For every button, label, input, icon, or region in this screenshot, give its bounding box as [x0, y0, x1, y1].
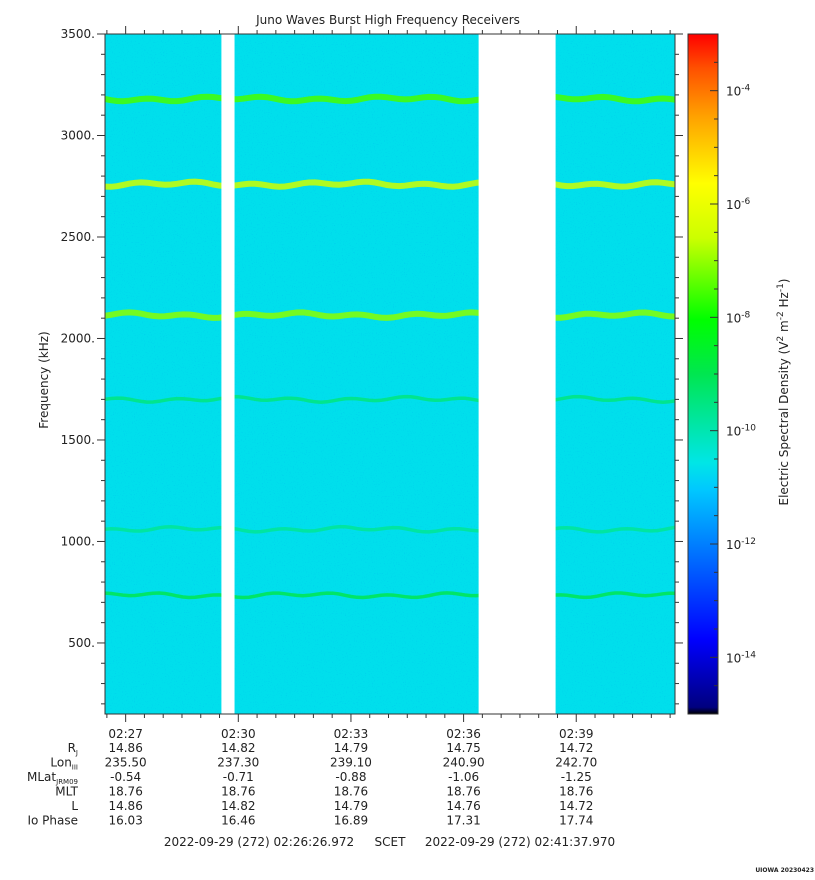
- ephemeris-value: 14.72: [559, 741, 593, 755]
- time-range-scet: SCET: [375, 835, 407, 849]
- ephemeris-value: 237.30: [217, 756, 259, 770]
- y-axis-label: Frequency (kHz): [37, 331, 51, 428]
- ephemeris-value: 17.31: [446, 814, 480, 828]
- x-tick-label: 02:36: [446, 727, 481, 741]
- ephemeris-label: L: [71, 799, 78, 813]
- colorbar-tick-label: 10-12: [726, 537, 756, 552]
- colorbar-label: Electric Spectral Density (V2 m-2 Hz-1): [776, 278, 791, 505]
- ephemeris-value: 14.86: [108, 741, 142, 755]
- ephemeris-value: 14.82: [221, 741, 255, 755]
- ephemeris-value: 16.46: [221, 814, 255, 828]
- spectrogram-plot-area: [104, 33, 676, 715]
- spectrogram-noise: [105, 34, 675, 714]
- colorbar-tick-label: 10-10: [726, 424, 756, 439]
- ephemeris-value: -1.25: [561, 770, 592, 784]
- y-tick-label: 1000.: [61, 534, 95, 548]
- emission-band-1700: [104, 394, 676, 404]
- ephemeris-value: 240.90: [443, 756, 485, 770]
- frequency-axis: 500. 1000. 1500. 2000. 2500. 3000. 3500.: [61, 27, 683, 705]
- ephemeris-value: 14.75: [446, 741, 480, 755]
- x-tick-label: 02:30: [221, 727, 256, 741]
- ephemeris-label: MLT: [55, 785, 78, 799]
- time-range-start: 2022-09-29 (272) 02:26:26.972: [164, 835, 354, 849]
- y-tick-label: 500.: [68, 636, 95, 650]
- ephemeris-value: 18.76: [221, 785, 255, 799]
- ephemeris-value: 14.86: [108, 799, 142, 813]
- ephemeris-label: RJ: [68, 741, 78, 757]
- ephemeris-value: 18.76: [108, 785, 142, 799]
- colorbar-tick-label: 10-14: [726, 650, 756, 665]
- ephemeris-table: RJ 14.86 14.82 14.79 14.75 14.72 LonIII 235.50 2…: [27, 741, 597, 828]
- ephemeris-value: 14.79: [334, 741, 368, 755]
- ephemeris-value: 18.76: [334, 785, 368, 799]
- emission-band-3180: [104, 93, 676, 105]
- x-tick-label: 02:33: [334, 727, 369, 741]
- colorbar-tick-label: 10-4: [726, 84, 751, 99]
- ephemeris-value: 14.79: [334, 799, 368, 813]
- ephemeris-label: Io Phase: [27, 814, 78, 828]
- colorbar: 10-4 10-6 10-8 10-10 10-12 10-14: [687, 33, 756, 715]
- ephemeris-value: 17.74: [559, 814, 593, 828]
- x-tick-label: 02:39: [559, 727, 594, 741]
- chart-title: Juno Waves Burst High Frequency Receiver…: [255, 13, 520, 27]
- y-tick-label: 3000.: [61, 128, 95, 142]
- ephemeris-value: -0.88: [335, 770, 366, 784]
- x-tick-label: 02:27: [108, 727, 143, 741]
- emission-band-2760: [104, 178, 676, 190]
- ephemeris-value: 18.76: [446, 785, 480, 799]
- data-gap-2: [478, 34, 556, 714]
- y-tick-label: 3500.: [61, 27, 95, 41]
- ephemeris-value: 16.89: [334, 814, 368, 828]
- ephemeris-value: 18.76: [559, 785, 593, 799]
- ephemeris-value: -0.54: [110, 770, 141, 784]
- ephemeris-label: MLatJRM09: [27, 770, 78, 786]
- ephemeris-value: 239.10: [330, 756, 372, 770]
- ephemeris-label: LonIII: [50, 756, 78, 772]
- colorbar-tick-label: 10-6: [726, 197, 751, 212]
- ephemeris-value: 235.50: [105, 756, 147, 770]
- emission-band-1060: [104, 524, 676, 534]
- colorbar-tick-label: 10-8: [726, 310, 751, 325]
- ephemeris-value: 242.70: [555, 756, 597, 770]
- plot-frame: [104, 33, 676, 715]
- ephemeris-value: 16.03: [108, 814, 142, 828]
- colorbar-gradient: [687, 33, 719, 715]
- emission-band-2115: [104, 309, 676, 321]
- y-tick-label: 2500.: [61, 230, 95, 244]
- time-axis: 02:27 02:30 02:33 02:36 02:39: [106, 26, 671, 741]
- footer-credit: UIOWA 20230423: [755, 867, 814, 874]
- emission-band-735: [104, 591, 676, 600]
- time-range-end: 2022-09-29 (272) 02:41:37.970: [425, 835, 615, 849]
- ephemeris-value: 14.72: [559, 799, 593, 813]
- y-tick-label: 2000.: [61, 331, 95, 345]
- y-tick-label: 1500.: [61, 433, 95, 447]
- data-gap-1: [221, 34, 235, 714]
- ephemeris-value: -0.71: [223, 770, 254, 784]
- ephemeris-value: -1.06: [448, 770, 479, 784]
- ephemeris-value: 14.82: [221, 799, 255, 813]
- ephemeris-value: 14.76: [446, 799, 480, 813]
